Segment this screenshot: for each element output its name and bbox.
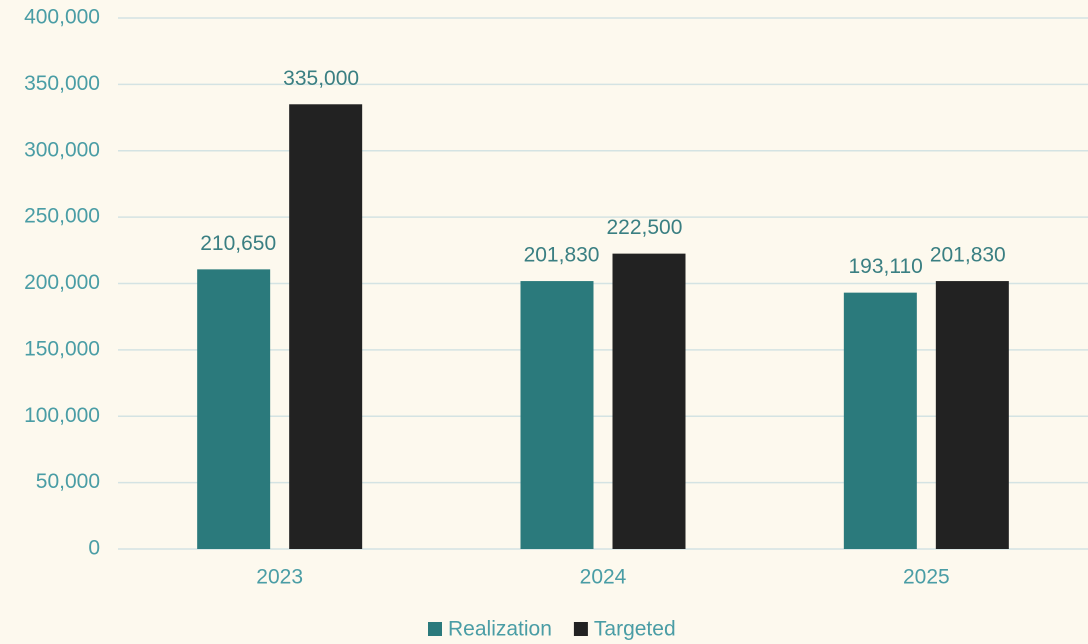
y-tick-label: 150,000	[24, 337, 100, 360]
data-label: 201,830	[524, 244, 600, 267]
y-tick-label: 200,000	[24, 271, 100, 294]
x-tick-label: 2023	[256, 566, 303, 589]
y-tick-label: 250,000	[24, 205, 100, 228]
y-tick-label: 300,000	[24, 138, 100, 161]
bar	[935, 281, 1009, 549]
y-tick-label: 100,000	[24, 404, 100, 427]
data-label: 335,000	[283, 67, 359, 90]
bar	[197, 269, 271, 549]
legend-swatch	[428, 622, 442, 636]
y-tick-label: 400,000	[24, 6, 100, 29]
bar	[843, 292, 917, 549]
bar	[289, 104, 363, 549]
bar	[520, 281, 594, 549]
bar	[612, 253, 686, 549]
x-tick-label: 2024	[580, 566, 627, 589]
data-label: 222,500	[607, 216, 683, 239]
legend-swatch	[573, 622, 588, 636]
data-label: 210,650	[200, 232, 276, 255]
data-label: 193,110	[848, 255, 922, 278]
x-tick-label: 2025	[903, 566, 950, 589]
data-label: 201,830	[930, 244, 1006, 267]
legend-label: Realization	[448, 618, 552, 641]
legend-label: Targeted	[594, 618, 676, 641]
y-tick-label: 50,000	[36, 470, 100, 493]
y-tick-label: 350,000	[24, 72, 100, 95]
y-tick-label: 0	[88, 537, 100, 560]
